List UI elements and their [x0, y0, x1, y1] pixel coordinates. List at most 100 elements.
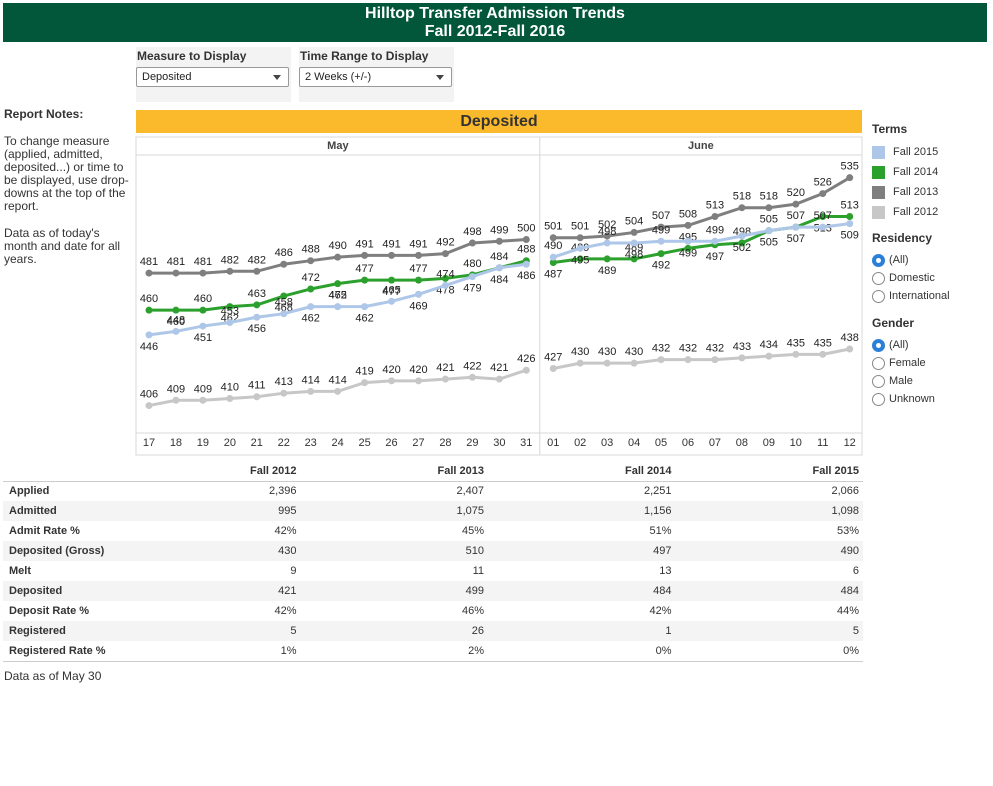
table-cell: 1,075	[300, 501, 488, 521]
radio-button[interactable]	[872, 374, 885, 388]
data-point	[172, 327, 180, 335]
data-label: 499	[652, 224, 670, 236]
measure-dropdown[interactable]: Deposited	[136, 67, 289, 87]
legend-label: Fall 2015	[893, 146, 939, 158]
data-label: 460	[140, 293, 158, 305]
data-point	[307, 303, 315, 311]
table-cell: 9	[290, 565, 297, 577]
data-label: 420	[382, 364, 400, 376]
report-title: Hilltop Transfer Admission Trends	[365, 5, 625, 22]
data-point	[199, 269, 207, 277]
data-label: 413	[275, 376, 293, 388]
data-label: 481	[140, 256, 158, 268]
time-range-dropdown[interactable]: 2 Weeks (+/-)	[299, 67, 452, 87]
data-label: 507	[814, 210, 832, 222]
data-label: 460	[167, 316, 185, 328]
data-point	[468, 273, 476, 281]
residency-option[interactable]: (All)	[872, 251, 990, 269]
data-label: 469	[409, 300, 427, 312]
data-label: 489	[625, 242, 643, 254]
residency-option-label: Domestic	[889, 272, 935, 284]
legend-item[interactable]: Fall 2012	[872, 202, 990, 222]
data-label: 508	[679, 208, 697, 220]
data-label: 509	[841, 230, 859, 242]
chevron-down-icon	[273, 75, 281, 80]
x-tick-label: 26	[385, 437, 397, 449]
table-cell: 6	[852, 565, 859, 577]
residency-option[interactable]: International	[872, 287, 990, 305]
data-point	[361, 303, 369, 311]
data-label: 458	[275, 297, 293, 309]
data-point	[199, 322, 207, 330]
data-point	[280, 292, 288, 300]
data-label: 488	[302, 244, 320, 256]
data-label: 486	[517, 270, 535, 282]
data-point	[684, 244, 692, 252]
data-label: 484	[490, 251, 508, 263]
data-point	[657, 356, 665, 364]
table-cell: 995	[113, 501, 301, 521]
table-cell: 421	[113, 581, 301, 601]
data-point	[415, 251, 422, 259]
data-point	[172, 269, 180, 277]
data-point	[630, 255, 638, 263]
data-point	[441, 375, 449, 383]
data-point	[819, 223, 827, 231]
data-point	[522, 260, 530, 268]
data-point	[145, 269, 153, 277]
x-tick-label: 07	[709, 437, 721, 449]
row-label: Admitted	[3, 501, 113, 521]
data-label: 491	[382, 238, 400, 250]
legend-item[interactable]: Fall 2014	[872, 162, 990, 182]
gender-option[interactable]: Male	[872, 372, 990, 390]
table-cell: 45%	[461, 525, 484, 537]
data-label: 430	[625, 346, 643, 358]
data-point	[226, 319, 234, 327]
table-row: Deposited (Gross) 430 510 497 490	[3, 541, 863, 561]
gender-option[interactable]: Female	[872, 354, 990, 372]
data-label: 507	[787, 210, 805, 222]
table-cell: 42%	[274, 525, 297, 537]
legend-swatch	[872, 185, 885, 199]
radio-button[interactable]	[872, 356, 885, 370]
residency-option[interactable]: Domestic	[872, 269, 990, 287]
radio-button[interactable]	[872, 271, 885, 285]
data-label: 406	[140, 389, 158, 401]
table-cell: 13	[659, 565, 672, 577]
data-point	[441, 281, 449, 289]
data-point	[415, 377, 422, 385]
data-point	[226, 267, 234, 275]
data-label: 432	[652, 343, 670, 355]
table-cell: 11	[472, 565, 484, 577]
radio-button[interactable]	[872, 392, 885, 406]
legend-item[interactable]: Fall 2013	[872, 182, 990, 202]
data-label: 518	[760, 191, 778, 203]
gender-option[interactable]: (All)	[872, 336, 990, 354]
data-label: 433	[733, 341, 751, 353]
table-cell: 1%	[280, 644, 297, 657]
data-label: 409	[167, 383, 185, 395]
row-label: Admit Rate %	[9, 525, 80, 537]
radio-button[interactable]	[872, 338, 885, 352]
data-label: 492	[436, 237, 454, 249]
data-point	[522, 366, 530, 374]
table-row: Registered 5 26 1 5	[3, 621, 863, 641]
table-cell: 5	[113, 621, 301, 641]
report-subtitle: Fall 2012-Fall 2016	[424, 23, 566, 40]
data-point	[307, 387, 315, 395]
table-cell: 53%	[836, 525, 859, 537]
gender-option[interactable]: Unknown	[872, 390, 990, 408]
report-notes-text: To change measure (applied, admitted, de…	[4, 134, 129, 213]
data-point	[711, 237, 719, 245]
data-point	[738, 232, 746, 240]
data-point	[199, 396, 207, 404]
x-tick-label: 30	[493, 437, 505, 449]
measure-filter: Measure to Display Deposited	[136, 47, 291, 102]
radio-button[interactable]	[872, 289, 885, 303]
radio-button[interactable]	[872, 253, 885, 267]
residency-filter: (All) Domestic International	[872, 251, 990, 305]
data-label: 497	[706, 251, 724, 263]
data-point	[576, 244, 584, 252]
legend-item[interactable]: Fall 2015	[872, 142, 990, 162]
